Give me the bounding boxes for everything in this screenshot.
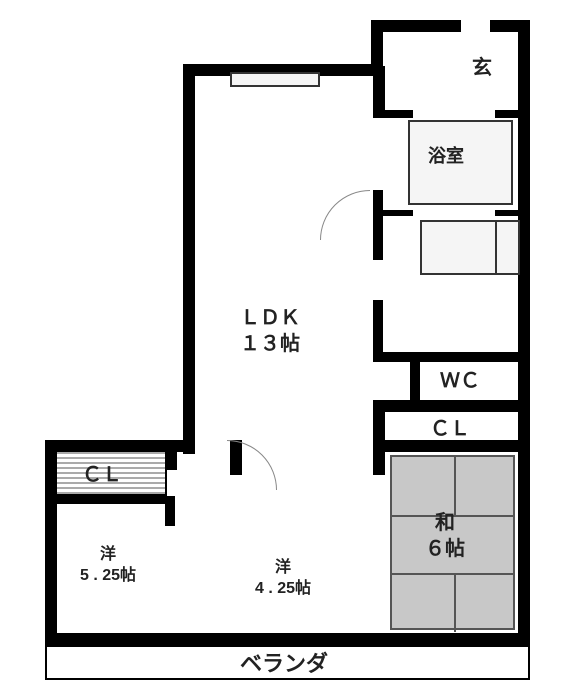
wall-segment (373, 190, 383, 260)
wall-segment (165, 496, 175, 526)
wc-label: ＷＣ (440, 368, 480, 394)
bath-label: 浴室 (428, 145, 464, 168)
wall-segment (373, 400, 528, 412)
wall-segment (495, 210, 525, 216)
washer (495, 220, 520, 275)
wall-segment (373, 440, 385, 475)
wall-segment (373, 300, 383, 360)
door-arc (320, 190, 420, 290)
kitchen-top (230, 72, 320, 87)
japanese-label: 和 ６帖 (425, 510, 465, 562)
wall-segment (371, 20, 461, 32)
wall-segment (45, 633, 530, 645)
wall-segment (495, 110, 525, 118)
wall-segment (373, 110, 413, 118)
ldk-label: ＬＤＫ １３帖 (240, 305, 300, 357)
wall-segment (373, 66, 385, 116)
closet2-label: ＣＬ (430, 416, 470, 442)
wall-segment (183, 64, 195, 454)
floorplan-container: ＬＤＫ １３帖 洋 5 . 25帖 洋 4 . 25帖 和 ６帖 浴室 ＷＣ 玄… (0, 0, 573, 686)
wall-segment (518, 440, 530, 645)
closet1-label: ＣＬ (82, 462, 122, 488)
door-arc (177, 440, 277, 540)
bedroom-w1-label: 洋 5 . 25帖 (80, 545, 136, 587)
veranda-label: ベランダ (240, 650, 328, 679)
bedroom-w2-label: 洋 4 . 25帖 (255, 558, 311, 600)
wall-segment (373, 352, 528, 362)
wall-segment (45, 496, 175, 504)
entry-label: 玄 (472, 55, 492, 81)
